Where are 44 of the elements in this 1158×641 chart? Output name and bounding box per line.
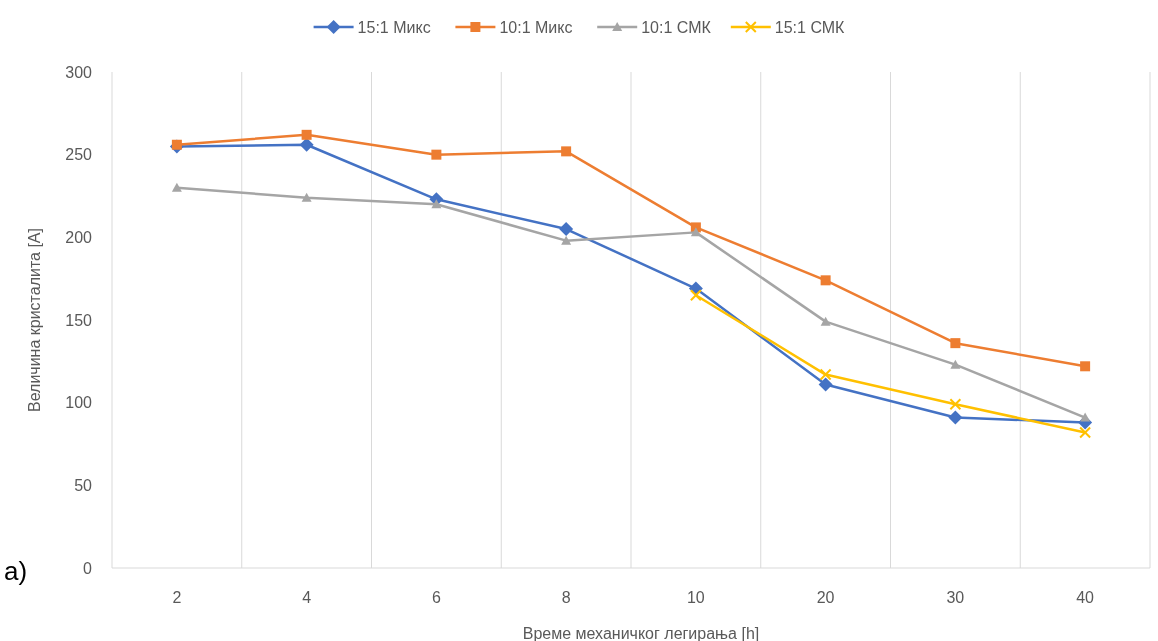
- x-tick-label: 40: [1076, 589, 1095, 606]
- point: [561, 146, 572, 157]
- x-tick-label: 6: [431, 589, 441, 606]
- legend-label: 15:1 Микс: [357, 18, 431, 36]
- y-tick-label: 200: [65, 228, 93, 246]
- point: [299, 137, 314, 152]
- point: [561, 235, 572, 245]
- legend-label: 10:1 Микс: [499, 18, 573, 36]
- x-tick-label: 2: [172, 589, 182, 606]
- x-tick-label: 30: [946, 589, 965, 606]
- point: [820, 275, 831, 286]
- point: [950, 359, 961, 369]
- point: [431, 149, 442, 160]
- point: [948, 410, 963, 425]
- point: [559, 222, 574, 237]
- legend-label: 15:1 СМК: [774, 18, 846, 36]
- y-tick-label: 100: [65, 394, 93, 412]
- y-tick-label: 150: [65, 311, 93, 329]
- y-tick-label: 0: [83, 559, 93, 577]
- y-tick-label: 300: [65, 63, 93, 81]
- point: [950, 338, 961, 349]
- x-tick-label: 10: [686, 589, 705, 606]
- legend-label: 10:1 СМК: [641, 18, 712, 36]
- point: [689, 289, 702, 302]
- point: [690, 227, 701, 237]
- text: a): [4, 556, 28, 586]
- y-tick-label: 50: [74, 476, 93, 494]
- x-tick-label: 20: [816, 589, 835, 606]
- point: [818, 377, 833, 392]
- point: [1079, 426, 1092, 439]
- point: [171, 182, 182, 192]
- point: [301, 192, 312, 202]
- x-tick-label: 8: [561, 589, 571, 606]
- point: [171, 139, 182, 150]
- point: [1080, 361, 1091, 372]
- y-tick-label: 250: [65, 146, 93, 164]
- x-tick-label: 4: [302, 589, 312, 606]
- point: [301, 129, 312, 140]
- point: [431, 199, 442, 209]
- point: [820, 316, 831, 326]
- point: [1080, 412, 1091, 422]
- y-axis-title: Величина кристалита [A]: [26, 228, 43, 412]
- point: [949, 398, 962, 411]
- point: [819, 368, 832, 381]
